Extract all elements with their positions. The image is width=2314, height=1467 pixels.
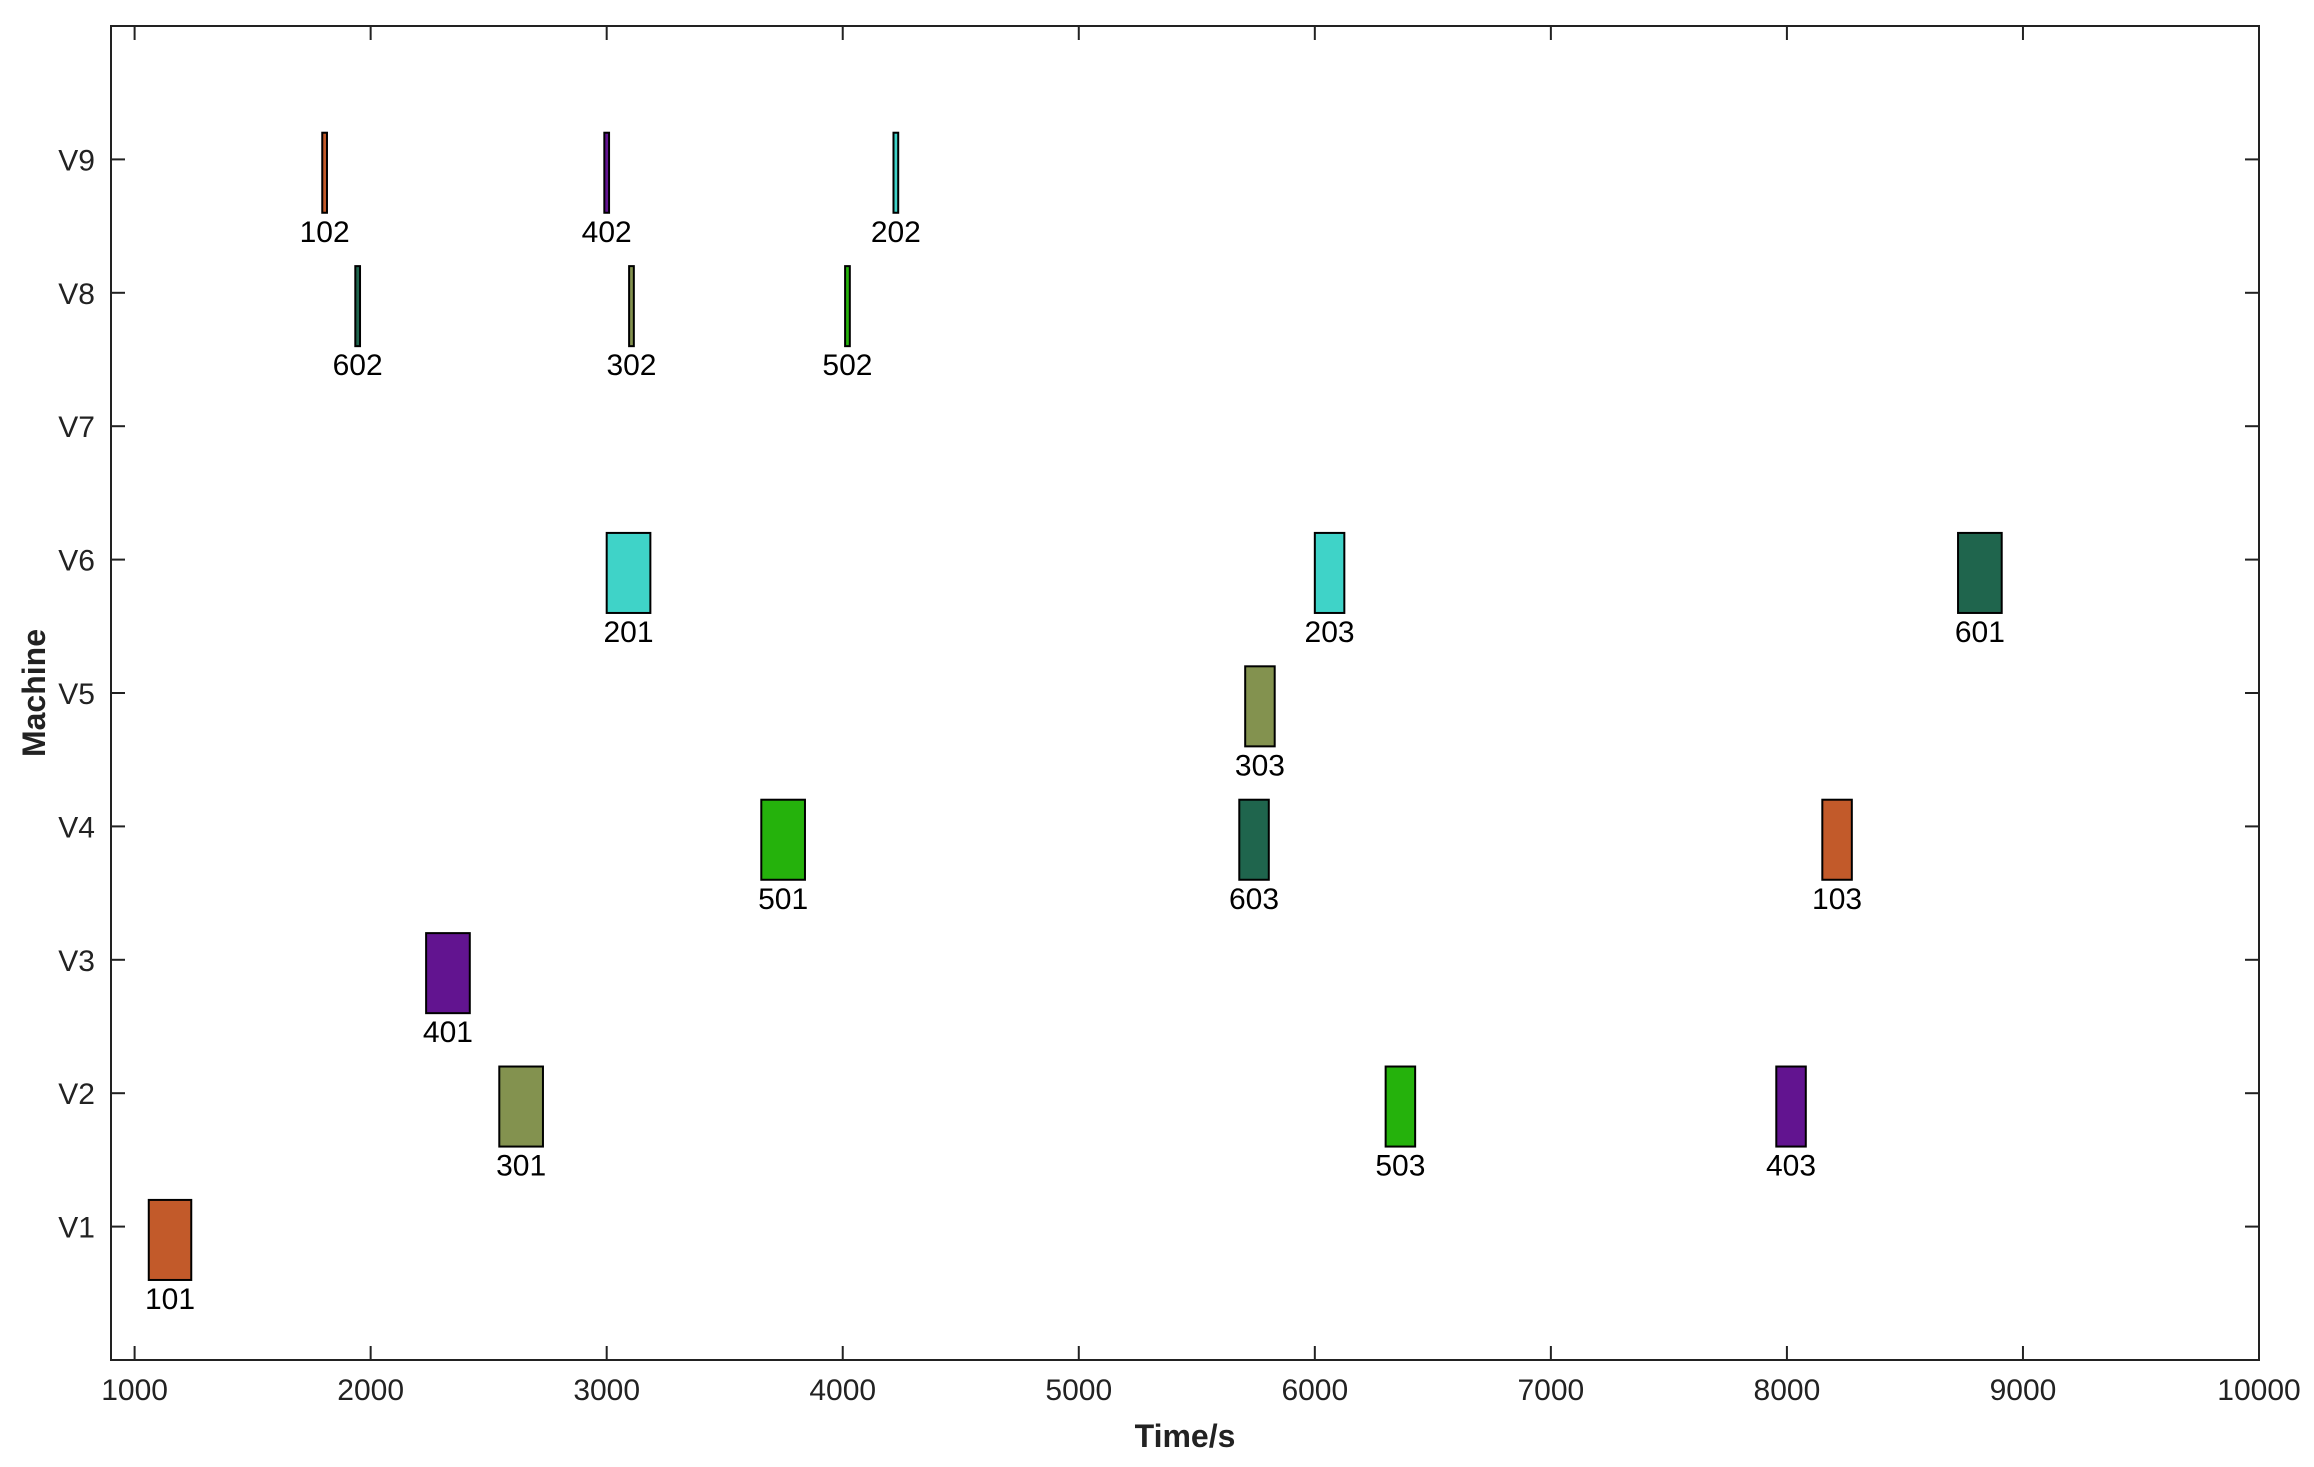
- x-tick-label: 6000: [1281, 1374, 1348, 1407]
- task-bar: [147, 1198, 193, 1281]
- task-label: 402: [582, 216, 632, 249]
- task-bar: [425, 932, 471, 1015]
- y-tick-label: V3: [58, 945, 95, 978]
- x-tick-label: 5000: [1045, 1374, 1112, 1407]
- x-tick-label: 7000: [1517, 1374, 1584, 1407]
- y-tick-label: V4: [58, 811, 95, 844]
- task-label: 202: [871, 216, 921, 249]
- task-label: 302: [606, 349, 656, 382]
- y-axis-ticks: V1 V2 V3 V4 V5 V6 V7 V8 V9: [58, 144, 2259, 1245]
- x-tick-label: 2000: [337, 1374, 404, 1407]
- plot-area-frame: [110, 25, 2260, 1361]
- x-axis-ticks: 1000 2000 3000 4000 5000 6000 7000 8000 9000 1000…: [101, 26, 2301, 1407]
- x-tick-label: 1000: [101, 1374, 168, 1407]
- y-tick-label: V6: [58, 545, 95, 578]
- task-label: 501: [758, 883, 808, 916]
- x-tick-label: 4000: [809, 1374, 876, 1407]
- task-bar: [1384, 1065, 1417, 1148]
- y-tick-label: V5: [58, 678, 95, 711]
- task-label: 401: [423, 1016, 473, 1049]
- x-tick-label: 10000: [2217, 1374, 2300, 1407]
- task-bar: [1957, 531, 2003, 614]
- task-bar: [498, 1065, 544, 1148]
- task-label: 502: [822, 349, 872, 382]
- x-tick-label: 3000: [573, 1374, 640, 1407]
- task-bar: [844, 265, 851, 348]
- y-tick-label: V7: [58, 411, 95, 444]
- task-bar: [628, 265, 635, 348]
- task-label: 602: [333, 349, 383, 382]
- task-label: 403: [1766, 1150, 1816, 1183]
- task-label: 503: [1375, 1150, 1425, 1183]
- task-bar: [321, 131, 328, 214]
- y-tick-label: V1: [58, 1212, 95, 1245]
- task-label: 101: [145, 1283, 195, 1316]
- task-bar: [1238, 798, 1270, 881]
- y-tick-label: V8: [58, 278, 95, 311]
- task-label: 203: [1305, 616, 1355, 649]
- y-axis-title: Machine: [16, 629, 52, 757]
- task-label: 301: [496, 1150, 546, 1183]
- task-bar: [605, 531, 652, 614]
- x-axis-title: Time/s: [1135, 1418, 1236, 1454]
- y-tick-label: V9: [58, 144, 95, 177]
- task-label: 303: [1235, 749, 1285, 782]
- x-tick-label: 9000: [1990, 1374, 2057, 1407]
- task-label: 603: [1229, 883, 1279, 916]
- task-bar: [1775, 1065, 1807, 1148]
- task-label: 103: [1812, 883, 1862, 916]
- task-bar: [1244, 665, 1276, 748]
- task-bar: [603, 131, 611, 214]
- task-bar: [1313, 531, 1346, 614]
- y-tick-label: V2: [58, 1078, 95, 1111]
- task-label: 201: [603, 616, 653, 649]
- task-bars: 101 102 103 201 202 203 301 302 303 401 402 403 501 5…: [145, 131, 2005, 1316]
- task-bar: [892, 131, 900, 214]
- task-label: 601: [1955, 616, 2005, 649]
- task-label: 102: [300, 216, 350, 249]
- task-bar: [760, 798, 806, 881]
- x-tick-label: 8000: [1754, 1374, 1821, 1407]
- task-bar: [354, 265, 362, 348]
- task-bar: [1821, 798, 1853, 881]
